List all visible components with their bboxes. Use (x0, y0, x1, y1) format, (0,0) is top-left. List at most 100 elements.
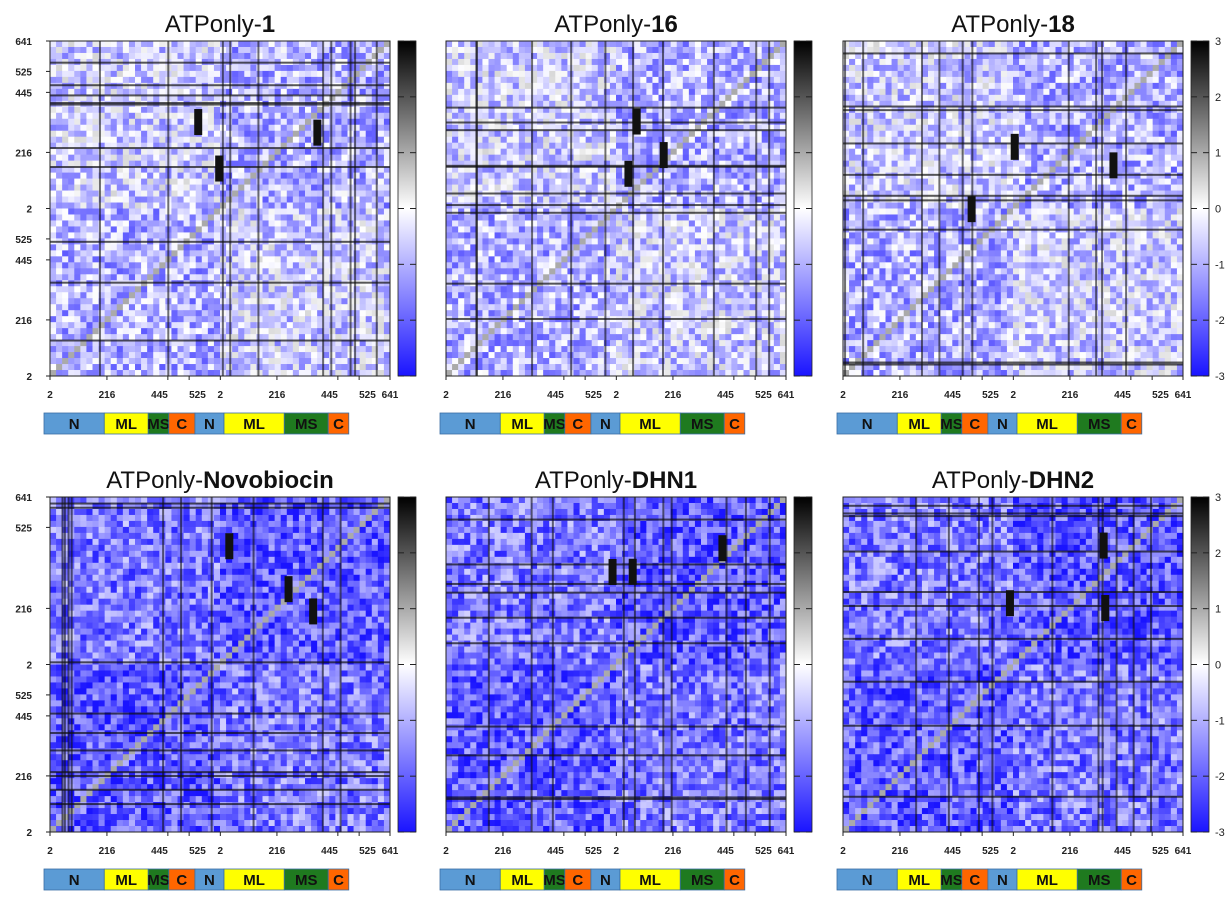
heatmap-cell (128, 220, 136, 227)
heatmap-cell (244, 94, 251, 102)
heatmap-cell (506, 220, 514, 227)
heatmap-cell (147, 322, 154, 329)
heatmap-cell (305, 352, 312, 359)
heatmap-cell (201, 292, 209, 299)
heatmap-cell (512, 94, 520, 102)
heatmap-cell (323, 322, 330, 329)
heatmap-cell (591, 52, 599, 60)
heatmap-cell (92, 70, 99, 78)
heatmap-cell (86, 112, 93, 120)
heatmap-cell (213, 202, 221, 209)
heatmap-cell (470, 52, 477, 60)
heatmap-cell (177, 124, 184, 132)
heatmap-cell (329, 106, 336, 114)
heatmap-cell (189, 172, 197, 179)
heatmap-cell (238, 286, 245, 293)
heatmap-cell (755, 58, 763, 66)
heatmap-cell (189, 88, 197, 96)
heatmap-cell (80, 160, 87, 168)
heatmap-cell (92, 190, 99, 197)
heatmap-cell (470, 226, 477, 233)
heatmap-cell (329, 268, 336, 275)
heatmap-cell (317, 172, 324, 179)
heatmap-cell (670, 184, 678, 191)
heatmap-cell (159, 106, 166, 114)
heatmap-cell (232, 310, 239, 317)
heatmap-cell (676, 112, 684, 120)
heatmap-cell (74, 112, 81, 120)
heatmap-cell (292, 364, 300, 371)
heatmap-cell (579, 88, 587, 96)
heatmap-cell (286, 322, 294, 329)
heatmap-cell (183, 112, 191, 120)
heatmap-cell (189, 334, 197, 341)
heatmap-cell (573, 70, 580, 78)
heatmap-cell (743, 136, 750, 144)
heatmap-cell (305, 250, 312, 257)
heatmap-cell (213, 41, 221, 48)
heatmap-cell (359, 310, 367, 317)
heatmap-cell (603, 70, 611, 78)
heatmap-cell (773, 136, 781, 144)
heatmap-cell (323, 202, 330, 209)
heatmap-cell (80, 328, 87, 335)
heatmap-cell (232, 142, 239, 150)
heatmap-cell (470, 154, 477, 162)
heatmap-cell (286, 160, 294, 168)
heatmap-cell (609, 172, 617, 179)
heatmap-cell (482, 106, 489, 114)
heatmap-cell (177, 64, 184, 72)
heatmap-cell (207, 160, 215, 168)
heatmap-cell (585, 76, 593, 84)
heatmap-cell (737, 46, 744, 54)
heatmap-cell (183, 256, 191, 263)
heatmap-cell (658, 70, 665, 78)
heatmap-cell (292, 262, 300, 269)
heatmap-cell (383, 202, 391, 209)
heatmap-cell (292, 142, 300, 150)
heatmap-cell (543, 76, 550, 84)
heatmap-cell (122, 160, 130, 168)
heatmap-cell (353, 52, 361, 60)
heatmap-cell (464, 214, 471, 221)
heatmap-cell (256, 328, 263, 335)
heatmap-cell (292, 124, 300, 132)
heatmap-cell (603, 76, 611, 84)
heatmap-cell (68, 178, 75, 185)
heatmap-cell (470, 94, 477, 102)
heatmap-cell (128, 334, 136, 341)
heatmap-cell (116, 130, 124, 138)
heatmap-cell (377, 190, 385, 197)
heatmap-cell (201, 262, 209, 269)
heatmap-cell (104, 298, 112, 305)
heatmap-cell (476, 208, 483, 215)
heatmap-cell (177, 364, 184, 371)
heatmap-cell (232, 208, 239, 215)
heatmap-cell (482, 142, 489, 150)
heatmap-cell (292, 358, 300, 365)
heatmap-cell (731, 58, 738, 66)
x-tick-label: 525 (359, 390, 376, 401)
heatmap-cell (147, 196, 154, 203)
heatmap-cell (256, 334, 263, 341)
heatmap-cell (92, 346, 99, 353)
heatmap-cell (737, 148, 744, 156)
heatmap-cell (458, 172, 465, 179)
heatmap-cell (664, 178, 672, 185)
heatmap-cell (359, 274, 367, 281)
heatmap-cell (256, 52, 263, 60)
heatmap-cell (652, 220, 659, 227)
heatmap-cell (128, 340, 136, 347)
heatmap-cell (359, 41, 367, 48)
heatmap-cell (603, 208, 611, 215)
heatmap-cell (585, 142, 593, 150)
heatmap-cell (640, 124, 647, 132)
heatmap-cell (268, 322, 276, 329)
heatmap-cell (470, 124, 477, 132)
heatmap-row-streak (50, 61, 390, 64)
heatmap-cell (195, 196, 203, 203)
heatmap-cell (56, 364, 63, 371)
heatmap-cell (506, 58, 514, 66)
heatmap-cell (268, 334, 276, 341)
heatmap-cell (104, 322, 112, 329)
